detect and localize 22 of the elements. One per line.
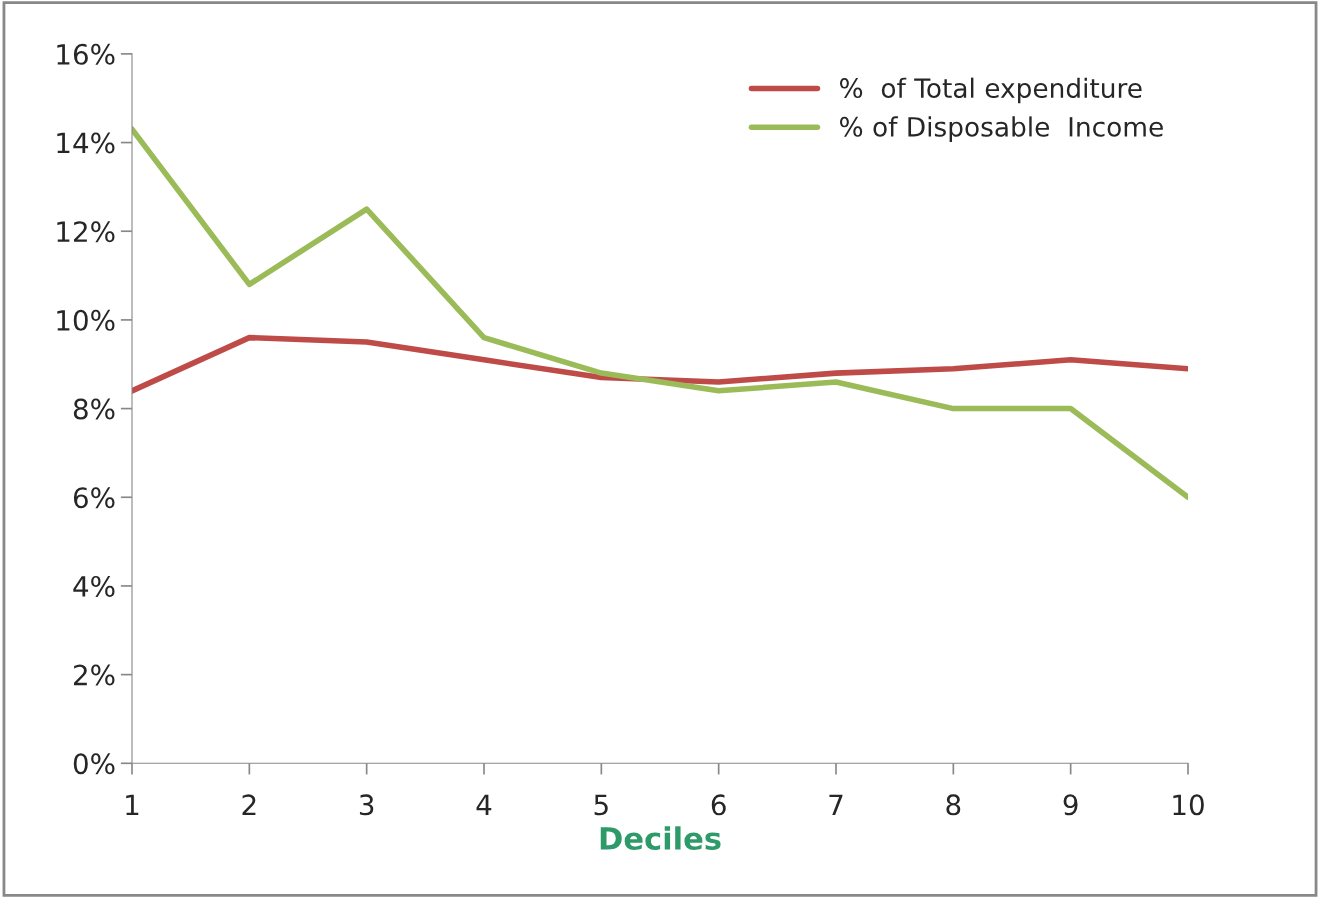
x-tick-label: 10	[1173, 794, 1204, 816]
y-tick-label: 8%	[73, 398, 115, 420]
y-tick-label: 14%	[57, 132, 115, 154]
y-tick-label: 0%	[73, 753, 115, 775]
x-tick-label: 4	[476, 794, 492, 815]
y-tick-label: 6%	[73, 487, 115, 509]
x-tick-label: 9	[1063, 794, 1078, 816]
x-tick-label: 3	[359, 794, 374, 816]
x-tick-label: 6	[711, 794, 726, 816]
legend-label: % of Total expenditure	[840, 77, 1142, 104]
x-axis-title: Deciles	[600, 826, 721, 850]
x-tick-label: 8	[946, 794, 961, 816]
x-tick-label: 2	[242, 794, 256, 815]
y-tick-label: 16%	[57, 43, 115, 65]
x-tick-label: 7	[829, 794, 843, 815]
y-tick-label: 4%	[73, 575, 115, 597]
y-tick-label: 2%	[74, 664, 115, 686]
x-tick-label: 5	[594, 794, 608, 816]
y-tick-label: 10%	[57, 309, 115, 331]
y-tick-label: 12%	[57, 221, 115, 243]
legend-label: % of Disposable Income	[840, 116, 1163, 142]
x-tick-label: 1	[126, 794, 139, 815]
